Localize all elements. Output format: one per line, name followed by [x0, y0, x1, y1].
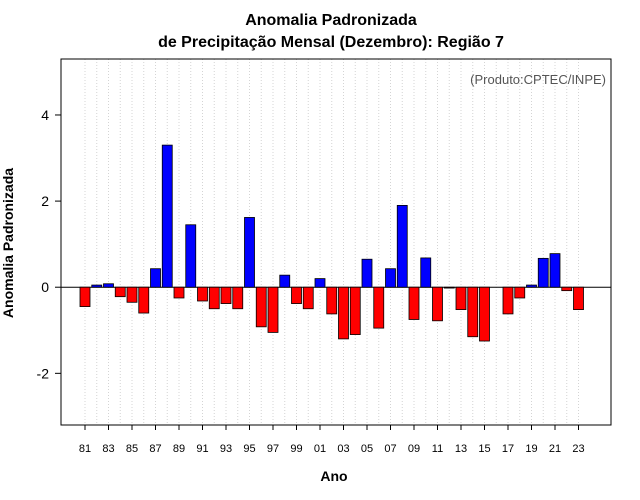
y-tick-label: 4	[41, 107, 49, 123]
bar-12	[443, 286, 455, 289]
bar-91	[197, 286, 208, 302]
x-tick-label: 21	[549, 443, 561, 455]
bar-83	[103, 283, 114, 288]
bar-02	[326, 286, 338, 315]
bar-17	[502, 286, 514, 315]
x-tick-label: 87	[149, 443, 161, 455]
x-tick-label: 01	[314, 443, 326, 455]
chart-subtitle: de Precipitação Mensal (Dezembro): Regiã…	[158, 34, 504, 51]
grid-lines	[84, 59, 579, 425]
x-tick-label: 85	[126, 443, 138, 455]
bar-94	[232, 286, 244, 310]
bar-84	[114, 286, 126, 298]
bar-00	[302, 286, 314, 310]
y-axis-label: Anomalia Padronizada	[0, 168, 16, 318]
bar-89	[173, 286, 185, 299]
x-tick-label: 99	[290, 443, 302, 455]
bars-group	[79, 144, 584, 342]
bar-06	[373, 286, 385, 329]
bar-09	[408, 286, 420, 320]
x-tick-label: 09	[408, 443, 420, 455]
x-tick-label: 07	[384, 443, 396, 455]
x-tick-label: 97	[267, 443, 279, 455]
x-axis-label: Ano	[320, 468, 347, 484]
bar-13	[455, 286, 467, 311]
x-tick-label: 93	[220, 443, 232, 455]
x-tick-label: 91	[196, 443, 208, 455]
plot-frame	[60, 58, 612, 426]
x-tick-label: 03	[337, 443, 349, 455]
bar-04	[349, 286, 361, 335]
y-tick-label: 0	[41, 279, 49, 295]
bar-08	[396, 204, 408, 288]
bar-81	[79, 286, 91, 307]
bar-07	[385, 268, 396, 288]
bar-22	[561, 286, 573, 292]
bar-21	[549, 253, 561, 288]
bar-03	[338, 286, 349, 340]
bar-98	[279, 274, 291, 288]
bar-93	[220, 286, 232, 304]
y-axis: -2 0 2 4	[37, 107, 61, 381]
bar-14	[467, 286, 479, 338]
x-tick-label: 17	[502, 443, 514, 455]
bar-15	[479, 286, 490, 342]
bar-90	[185, 224, 197, 288]
x-tick-label: 15	[478, 443, 490, 455]
x-tick-label: 23	[572, 443, 584, 455]
x-tick-label: 19	[525, 443, 537, 455]
credit-text: (Produto:CPTEC/INPE)	[470, 72, 606, 87]
x-tick-label: 05	[361, 443, 373, 455]
bar-85	[126, 286, 138, 303]
x-axis: 81 83 85 87 89 91 93 95 97 99 01 03 05 07 09 11 13 15 17 19…	[79, 425, 585, 455]
x-tick-label: 89	[173, 443, 185, 455]
bar-11	[432, 286, 443, 322]
bar-19	[526, 284, 537, 288]
bar-97	[267, 286, 279, 333]
bar-92	[208, 286, 220, 310]
bar-20	[537, 257, 549, 288]
bar-23	[573, 286, 584, 311]
chart-title: Anomalia Padronizada	[245, 12, 417, 29]
bar-87	[150, 268, 161, 288]
bar-88	[161, 144, 173, 288]
bar-86	[138, 286, 150, 314]
bar-01	[314, 278, 326, 288]
x-tick-label: 81	[79, 443, 91, 455]
bar-96	[255, 286, 267, 328]
y-tick-label: 2	[41, 193, 49, 209]
bar-10	[420, 257, 432, 288]
bar-99	[291, 286, 302, 304]
bar-82	[91, 284, 103, 288]
x-tick-label: 13	[455, 443, 467, 455]
bar-05	[361, 258, 373, 288]
bar-18	[514, 286, 526, 299]
y-tick-label: -2	[37, 365, 50, 381]
x-tick-label: 83	[102, 443, 114, 455]
x-tick-label: 11	[432, 443, 443, 455]
x-tick-label: 95	[243, 443, 255, 455]
bar-95	[244, 217, 255, 288]
